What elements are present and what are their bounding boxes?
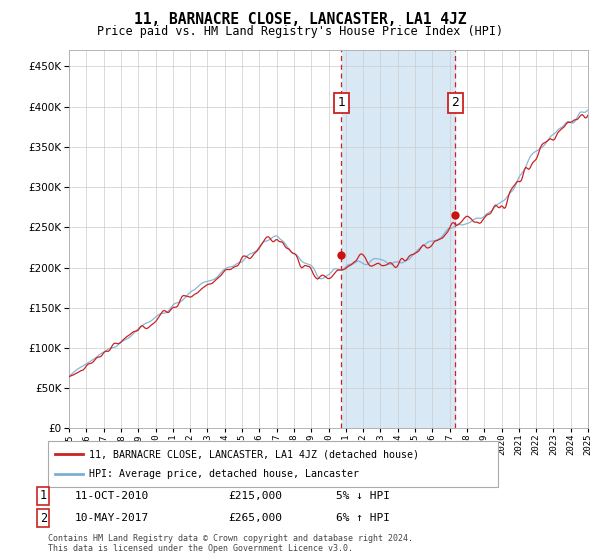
Text: 1: 1 <box>338 96 346 109</box>
Text: 6% ↑ HPI: 6% ↑ HPI <box>336 513 390 523</box>
Text: 2: 2 <box>451 96 459 109</box>
Text: £215,000: £215,000 <box>228 491 282 501</box>
Text: 1: 1 <box>40 489 47 502</box>
Text: Contains HM Land Registry data © Crown copyright and database right 2024.
This d: Contains HM Land Registry data © Crown c… <box>48 534 413 553</box>
Text: 5% ↓ HPI: 5% ↓ HPI <box>336 491 390 501</box>
Text: £265,000: £265,000 <box>228 513 282 523</box>
Text: Price paid vs. HM Land Registry's House Price Index (HPI): Price paid vs. HM Land Registry's House … <box>97 25 503 38</box>
Text: 10-MAY-2017: 10-MAY-2017 <box>75 513 149 523</box>
Text: 2: 2 <box>40 511 47 525</box>
Text: 11-OCT-2010: 11-OCT-2010 <box>75 491 149 501</box>
Text: 11, BARNACRE CLOSE, LANCASTER, LA1 4JZ: 11, BARNACRE CLOSE, LANCASTER, LA1 4JZ <box>134 12 466 27</box>
Text: HPI: Average price, detached house, Lancaster: HPI: Average price, detached house, Lanc… <box>89 469 359 479</box>
Text: 11, BARNACRE CLOSE, LANCASTER, LA1 4JZ (detached house): 11, BARNACRE CLOSE, LANCASTER, LA1 4JZ (… <box>89 449 419 459</box>
